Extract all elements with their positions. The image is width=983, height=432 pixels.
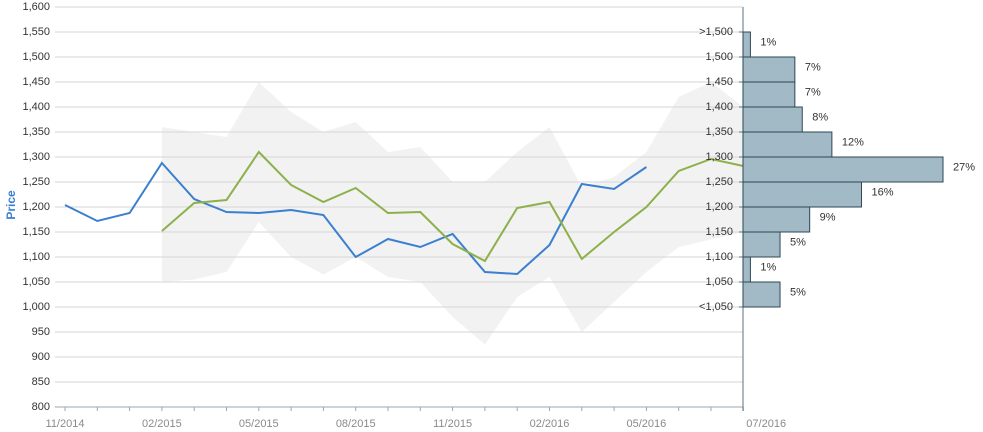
x-tick-label: 08/2015: [336, 418, 376, 430]
hist-value-label: 27%: [953, 161, 975, 173]
hist-tick-label: <1,050: [699, 301, 733, 313]
y-tick-label: 1,100: [22, 251, 50, 263]
hist-value-label: 5%: [790, 286, 806, 298]
hist-value-label: 1%: [760, 261, 776, 273]
y-tick-label: 1,250: [22, 176, 50, 188]
y-tick-label: 1,150: [22, 226, 50, 238]
hist-bar: [742, 156, 944, 183]
hist-bar: [742, 106, 803, 133]
hist-bar: [742, 56, 796, 83]
x-tick-label: 11/2015: [433, 418, 472, 430]
y-axis-label: Price: [4, 190, 18, 220]
hist-tick-label: 1,500: [705, 51, 733, 63]
hist-bar: [742, 256, 751, 283]
x-tick-label: 02/2016: [530, 418, 570, 430]
hist-tick-label: 1,100: [705, 251, 733, 263]
y-tick-label: 1,600: [22, 1, 50, 13]
forecast-band: [161, 82, 744, 345]
y-tick-label: 1,300: [22, 151, 50, 163]
y-tick-label: 1,500: [22, 51, 50, 63]
hist-value-label: 16%: [872, 186, 894, 198]
hist-value-label: 5%: [790, 236, 806, 248]
hist-tick-label: 1,200: [705, 201, 733, 213]
x-tick-label: 11/2014: [46, 418, 85, 430]
hist-bar: [742, 206, 811, 233]
hist-bar: [742, 31, 751, 58]
hist-tick-label: 1,250: [705, 176, 733, 188]
hist-tick-label: 1,150: [705, 226, 733, 238]
y-tick-label: 1,000: [22, 301, 50, 313]
hist-tick-label: 1,450: [705, 76, 733, 88]
series-line: [161, 150, 744, 263]
hist-value-label: 8%: [812, 111, 828, 123]
y-tick-label: 950: [32, 326, 50, 338]
y-tick-label: 1,050: [22, 276, 50, 288]
hist-bar: [742, 131, 833, 158]
hist-tick-label: >1,500: [699, 26, 733, 38]
hist-value-label: 7%: [805, 86, 821, 98]
x-tick-label: 05/2015: [239, 418, 279, 430]
x-tick-label: 05/2016: [627, 418, 667, 430]
y-tick-label: 800: [32, 401, 50, 413]
series-line: [64, 161, 647, 276]
y-tick-label: 1,350: [22, 126, 50, 138]
hist-value-label: 9%: [820, 211, 836, 223]
y-tick-label: 1,400: [22, 101, 50, 113]
y-tick-label: 850: [32, 376, 50, 388]
hist-bar: [742, 281, 781, 308]
hist-tick-label: 1,050: [705, 276, 733, 288]
y-tick-label: 1,450: [22, 76, 50, 88]
hist-tick-label: 1,350: [705, 126, 733, 138]
y-tick-label: 1,200: [22, 201, 50, 213]
hist-bar: [742, 81, 796, 108]
y-tick-label: 1,550: [22, 26, 50, 38]
y-tick-label: 900: [32, 351, 50, 363]
x-tick-label: 02/2015: [142, 418, 182, 430]
hist-tick-label: 1,300: [705, 151, 733, 163]
hist-value-label: 1%: [760, 36, 776, 48]
hist-bar: [742, 181, 863, 208]
hist-bar: [742, 231, 781, 258]
hist-value-label: 7%: [805, 61, 821, 73]
hist-tick-label: 1,400: [705, 101, 733, 113]
x-tick-label: 07/2016: [746, 418, 786, 430]
hist-value-label: 12%: [842, 136, 864, 148]
